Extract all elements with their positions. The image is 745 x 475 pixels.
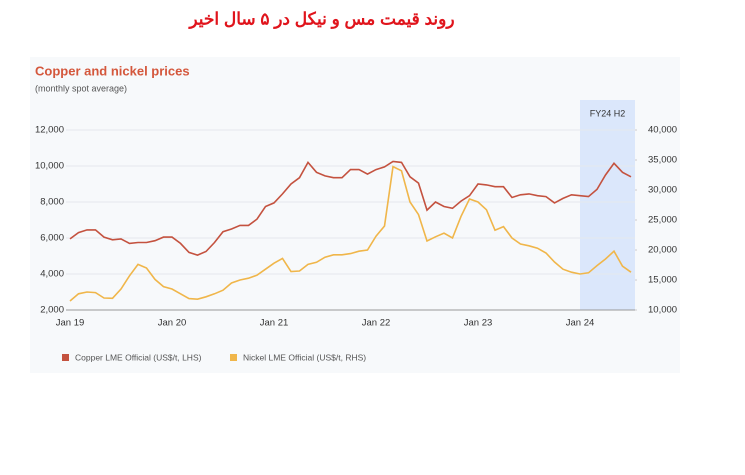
y-tick-label: 8,000 xyxy=(40,197,64,208)
y2-tick-label: 30,000 xyxy=(648,185,677,196)
legend-label: Nickel LME Official (US$/t, RHS) xyxy=(243,352,366,362)
y2-tick-label: 25,000 xyxy=(648,215,677,226)
y2-tick-label: 20,000 xyxy=(648,245,677,256)
panel xyxy=(30,57,680,373)
page-title: روند قیمت مس و نیکل در ۵ سال اخیر xyxy=(187,9,454,29)
chart-subtitle: (monthly spot average) xyxy=(35,83,127,93)
x-tick-label: Jan 22 xyxy=(362,318,391,329)
x-tick-label: Jan 20 xyxy=(158,318,187,329)
y2-tick-label: 15,000 xyxy=(648,275,677,286)
y-tick-label: 12,000 xyxy=(35,125,64,136)
y-tick-label: 10,000 xyxy=(35,161,64,172)
legend-label: Copper LME Official (US$/t, LHS) xyxy=(75,352,202,362)
y2-tick-label: 35,000 xyxy=(648,155,677,166)
chart-title: Copper and nickel prices xyxy=(35,63,190,78)
x-tick-label: Jan 21 xyxy=(260,318,289,329)
y-tick-label: 2,000 xyxy=(40,305,64,316)
x-tick-label: Jan 23 xyxy=(464,318,493,329)
region-label: FY24 H2 xyxy=(590,108,626,118)
x-tick-label: Jan 19 xyxy=(56,318,85,329)
legend-swatch xyxy=(62,354,69,361)
series-line xyxy=(69,165,632,302)
y-tick-label: 6,000 xyxy=(40,233,64,244)
x-tick-label: Jan 24 xyxy=(566,318,595,329)
highlight-region xyxy=(580,100,635,310)
series-line xyxy=(69,160,632,256)
y-tick-label: 4,000 xyxy=(40,269,64,280)
y2-tick-label: 40,000 xyxy=(648,125,677,136)
legend-swatch xyxy=(230,354,237,361)
y2-tick-label: 10,000 xyxy=(648,305,677,316)
